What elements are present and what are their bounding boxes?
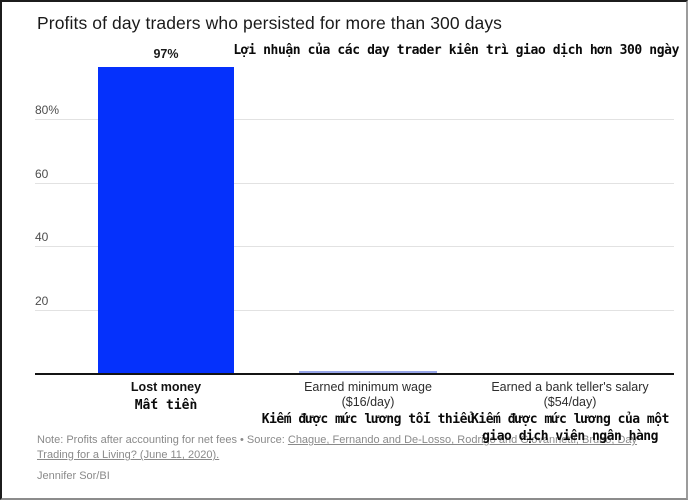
source-link[interactable]: Chague, Fernando and De-Losso, Rodrigo a… <box>287 434 638 446</box>
chart-title: Profits of day traders who persisted for… <box>37 13 503 33</box>
category-sublabel: ($16/day) <box>341 394 395 409</box>
category-bank-teller: Earned a bank teller's salary ($54/day) … <box>450 380 686 446</box>
category-label: Earned minimum wage <box>304 380 432 394</box>
vietnamese-label-overlay: Kiếm được mức lương của một <box>471 412 669 427</box>
source-note: Note: Profits after accounting for net f… <box>37 433 652 463</box>
gridline <box>35 119 674 121</box>
bar-value-label: 97% <box>153 46 179 61</box>
gridline <box>35 246 674 248</box>
category-sublabel: ($54/day) <box>543 394 597 409</box>
category-label: Earned a bank teller's salary <box>491 380 649 394</box>
gridline <box>35 309 674 311</box>
vietnamese-label-overlay: giao dịch viên ngân hàng <box>482 429 658 444</box>
y-tick-label: 60 <box>35 166 49 181</box>
category-minimum-wage: Earned minimum wage ($16/day) Kiếm được … <box>248 380 488 429</box>
vietnamese-label-overlay: Mất tiền <box>134 397 198 413</box>
vietnamese-title-overlay: Lợi nhuận của các day trader kiên trì gi… <box>233 43 679 58</box>
category-lost-money: Lost money Mất tiền <box>46 380 286 415</box>
byline: Jennifer Sor/BI <box>37 470 110 482</box>
plot-area: 80% 60 40 20 97% <box>35 47 674 375</box>
vietnamese-label-overlay: Kiếm được mức lương tối thiểu <box>261 412 475 427</box>
category-label: Lost money <box>130 380 202 394</box>
y-tick-label: 40 <box>35 230 49 245</box>
source-link-continued[interactable]: Trading for a Living? (June 11, 2020). <box>37 449 220 461</box>
gridline <box>35 182 674 184</box>
bar-minimum-wage <box>299 370 437 374</box>
note-text: Note: Profits after accounting for net f… <box>37 434 288 446</box>
y-tick-label: 20 <box>35 293 49 308</box>
bar-lost-money <box>98 66 234 374</box>
x-axis-line <box>35 373 674 375</box>
y-tick-label: 80% <box>35 103 60 118</box>
